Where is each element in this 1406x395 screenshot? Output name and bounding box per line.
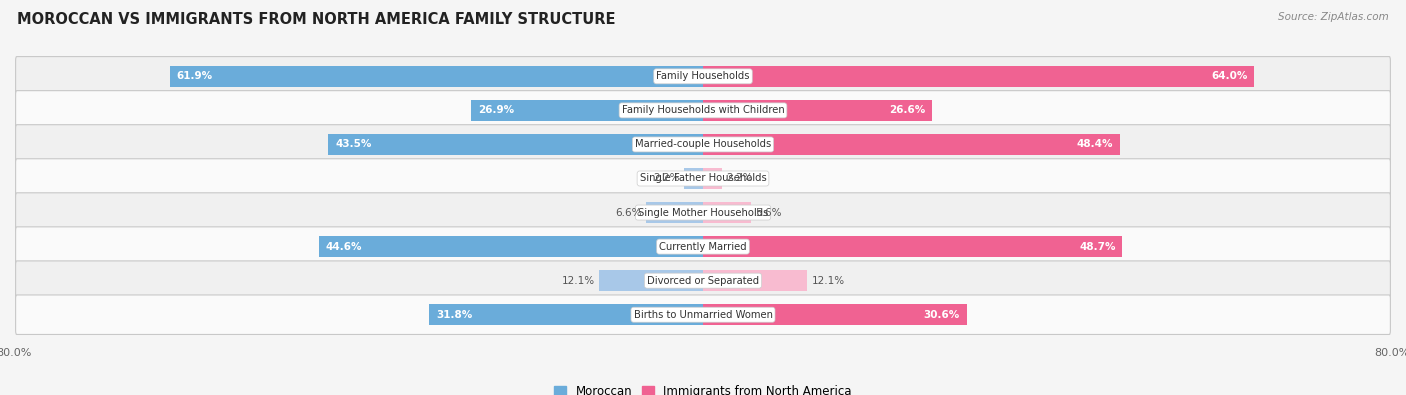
Bar: [170, 66, 703, 87]
Bar: [703, 168, 721, 189]
Bar: [703, 134, 1119, 155]
Text: MOROCCAN VS IMMIGRANTS FROM NORTH AMERICA FAMILY STRUCTURE: MOROCCAN VS IMMIGRANTS FROM NORTH AMERIC…: [17, 12, 616, 27]
FancyBboxPatch shape: [15, 193, 1391, 232]
Bar: [647, 202, 703, 223]
Bar: [471, 100, 703, 121]
Text: Single Mother Households: Single Mother Households: [638, 207, 768, 218]
Text: 48.4%: 48.4%: [1077, 139, 1114, 149]
Text: Married-couple Households: Married-couple Households: [636, 139, 770, 149]
Text: 5.6%: 5.6%: [755, 207, 782, 218]
Text: Family Households with Children: Family Households with Children: [621, 105, 785, 115]
Bar: [599, 270, 703, 291]
Bar: [329, 134, 703, 155]
Bar: [703, 236, 1122, 257]
Text: 31.8%: 31.8%: [436, 310, 472, 320]
Text: 43.5%: 43.5%: [335, 139, 371, 149]
FancyBboxPatch shape: [15, 159, 1391, 198]
FancyBboxPatch shape: [15, 227, 1391, 266]
Text: 2.2%: 2.2%: [727, 173, 752, 184]
Text: Family Households: Family Households: [657, 71, 749, 81]
Text: 44.6%: 44.6%: [326, 242, 363, 252]
Text: 61.9%: 61.9%: [177, 71, 212, 81]
Bar: [319, 236, 703, 257]
Text: 12.1%: 12.1%: [811, 276, 845, 286]
Bar: [703, 304, 966, 325]
Text: 2.2%: 2.2%: [654, 173, 679, 184]
Text: Currently Married: Currently Married: [659, 242, 747, 252]
Text: 26.6%: 26.6%: [889, 105, 925, 115]
Text: Single Father Households: Single Father Households: [640, 173, 766, 184]
FancyBboxPatch shape: [15, 56, 1391, 96]
Text: Source: ZipAtlas.com: Source: ZipAtlas.com: [1278, 12, 1389, 22]
Text: 6.6%: 6.6%: [616, 207, 643, 218]
Text: 26.9%: 26.9%: [478, 105, 515, 115]
Text: Births to Unmarried Women: Births to Unmarried Women: [634, 310, 772, 320]
Bar: [429, 304, 703, 325]
Text: 30.6%: 30.6%: [924, 310, 960, 320]
Bar: [703, 100, 932, 121]
Legend: Moroccan, Immigrants from North America: Moroccan, Immigrants from North America: [550, 380, 856, 395]
FancyBboxPatch shape: [15, 90, 1391, 130]
Text: 64.0%: 64.0%: [1211, 71, 1247, 81]
FancyBboxPatch shape: [15, 261, 1391, 301]
FancyBboxPatch shape: [15, 295, 1391, 335]
Bar: [703, 202, 751, 223]
Text: 12.1%: 12.1%: [561, 276, 595, 286]
FancyBboxPatch shape: [15, 125, 1391, 164]
Bar: [685, 168, 703, 189]
Text: Divorced or Separated: Divorced or Separated: [647, 276, 759, 286]
Bar: [703, 270, 807, 291]
Text: 48.7%: 48.7%: [1078, 242, 1115, 252]
Bar: [703, 66, 1254, 87]
